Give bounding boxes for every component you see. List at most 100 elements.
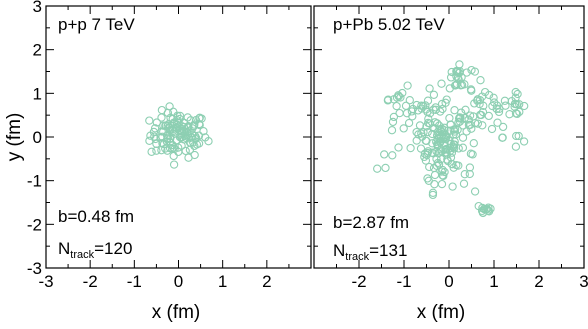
ppb-points bbox=[373, 60, 529, 218]
data-point bbox=[446, 139, 456, 149]
data-point bbox=[437, 132, 446, 141]
pp-ticks bbox=[45, 5, 312, 269]
data-point bbox=[465, 111, 475, 120]
data-point bbox=[149, 127, 159, 137]
data-point bbox=[383, 96, 393, 105]
data-point bbox=[470, 187, 480, 196]
pp-x-tick-labels: -3 -2 -1 0 1 2 bbox=[38, 272, 271, 291]
data-point bbox=[395, 108, 404, 118]
x-tick-label: 1 bbox=[489, 272, 498, 291]
data-point bbox=[175, 133, 185, 142]
data-point bbox=[406, 143, 415, 153]
y-tick-label: -3 bbox=[27, 259, 42, 278]
data-point bbox=[460, 170, 469, 179]
data-point bbox=[201, 133, 210, 142]
ppb-panel-title: p+Pb 5.02 TeV bbox=[333, 15, 445, 34]
data-point bbox=[438, 165, 447, 175]
data-point bbox=[412, 100, 421, 110]
data-point bbox=[473, 96, 482, 105]
data-point bbox=[423, 127, 432, 137]
data-point bbox=[515, 100, 524, 109]
data-point bbox=[425, 84, 434, 93]
ppb-impact-parameter: b=2.87 fm bbox=[333, 213, 409, 232]
data-point bbox=[466, 85, 476, 94]
data-point bbox=[195, 119, 204, 129]
data-point bbox=[405, 96, 414, 105]
data-point bbox=[145, 116, 154, 125]
data-point bbox=[447, 67, 456, 77]
data-point bbox=[458, 143, 468, 152]
pp-x-axis-label: x (fm) bbox=[152, 302, 201, 323]
data-point bbox=[476, 76, 485, 85]
pp-ntrack-sub: track bbox=[70, 249, 94, 261]
data-point bbox=[423, 174, 432, 183]
data-point bbox=[150, 124, 160, 133]
data-point bbox=[449, 125, 458, 134]
data-point bbox=[512, 131, 521, 141]
data-point bbox=[425, 109, 435, 118]
data-point bbox=[412, 136, 421, 145]
data-point bbox=[169, 143, 178, 152]
x-tick-label: -1 bbox=[396, 272, 411, 291]
data-point bbox=[389, 112, 399, 122]
data-point bbox=[423, 96, 433, 105]
data-point bbox=[428, 190, 438, 200]
data-point bbox=[513, 89, 522, 99]
data-point bbox=[498, 122, 508, 132]
data-point bbox=[199, 127, 208, 136]
data-point bbox=[162, 135, 172, 144]
data-point bbox=[429, 90, 439, 99]
ppb-ntrack-prefix: N bbox=[333, 241, 345, 260]
data-point bbox=[150, 132, 159, 141]
ppb-ntrack-sub: track bbox=[345, 251, 369, 263]
x-tick-label: -3 bbox=[38, 272, 53, 291]
ppb-ntrack: Ntrack=131 bbox=[333, 241, 407, 263]
data-point bbox=[446, 73, 456, 82]
data-point bbox=[189, 121, 199, 131]
ppb-ntrack-value: =131 bbox=[369, 241, 407, 260]
data-point bbox=[467, 124, 476, 133]
y-tick-label: 3 bbox=[33, 0, 42, 16]
pp-ntrack-prefix: N bbox=[58, 239, 70, 258]
data-point bbox=[452, 160, 461, 170]
data-point bbox=[157, 127, 166, 136]
data-point bbox=[417, 132, 427, 141]
data-point bbox=[510, 99, 520, 108]
ppb-x-tick-labels: -2 -1 0 1 2 3 bbox=[351, 272, 588, 291]
data-point bbox=[430, 180, 439, 189]
x-tick-label: 2 bbox=[534, 272, 543, 291]
data-point bbox=[511, 142, 521, 151]
data-point bbox=[421, 156, 431, 165]
data-point bbox=[416, 144, 426, 153]
x-tick-label: -1 bbox=[127, 272, 142, 291]
data-point bbox=[147, 147, 156, 156]
data-point bbox=[511, 87, 520, 97]
data-point bbox=[169, 160, 179, 169]
data-point bbox=[445, 84, 454, 93]
data-point bbox=[158, 132, 167, 141]
pp-points bbox=[145, 102, 213, 169]
data-point bbox=[460, 113, 470, 123]
data-point bbox=[399, 124, 408, 133]
data-point bbox=[452, 80, 461, 90]
data-point bbox=[184, 153, 193, 162]
data-point bbox=[424, 114, 433, 123]
data-point bbox=[461, 105, 470, 114]
data-point bbox=[459, 179, 469, 188]
data-point bbox=[181, 146, 190, 156]
ppb-panel: p+Pb 5.02 TeV b=2.87 fm Ntrack=131 -2 -1 0… bbox=[313, 5, 588, 323]
data-point bbox=[380, 150, 389, 159]
data-point bbox=[469, 139, 478, 148]
data-point bbox=[440, 139, 449, 148]
data-point bbox=[413, 106, 423, 115]
ppb-ticks bbox=[313, 5, 585, 269]
data-point bbox=[166, 126, 175, 135]
data-point bbox=[478, 107, 488, 117]
data-point bbox=[484, 111, 493, 121]
data-point bbox=[420, 152, 429, 162]
data-point bbox=[520, 101, 529, 111]
data-point bbox=[475, 110, 485, 120]
pp-panel-title: p+p 7 TeV bbox=[58, 15, 135, 34]
data-point bbox=[437, 79, 446, 88]
